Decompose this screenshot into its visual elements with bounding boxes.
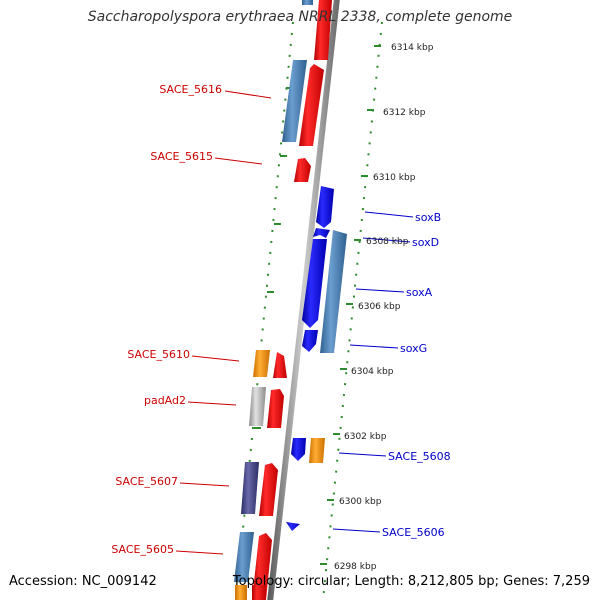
gene-label[interactable]: SACE_5616 (159, 83, 222, 96)
leader-soxG (349, 344, 399, 349)
gene-blue-soxB (316, 186, 334, 228)
left-leader-lines (175, 90, 272, 555)
gene-blue-soxG (302, 330, 318, 352)
gene-label[interactable]: SACE_5610 (127, 348, 190, 361)
gene-steelblue-sox (320, 230, 347, 353)
right-leader-lines (332, 211, 414, 533)
gene-red-5605 (252, 533, 272, 600)
gene-orange-bottom (235, 585, 247, 600)
gene-purple-5607 (241, 462, 259, 514)
gene-gray-padAd2 (249, 387, 266, 426)
gene-steelblue-top (302, 0, 313, 5)
gene-glyphs (234, 0, 347, 600)
leader-SACE_5616 (224, 90, 272, 99)
leader-soxB (364, 211, 414, 218)
kbp-label: 6304 kbp (351, 367, 394, 377)
leader-soxA (355, 288, 405, 293)
gene-red-bottom (252, 585, 266, 600)
leader-SACE_5605 (175, 550, 224, 555)
right-track-dotted (322, 21, 383, 600)
leader-padAd2 (187, 401, 237, 406)
gene-label[interactable]: soxB (415, 211, 441, 224)
gene-red-5607 (259, 463, 278, 516)
gene-blue-soxD (313, 228, 330, 238)
accession-text: Accession: NC_009142 (9, 574, 157, 589)
gene-red-top (314, 0, 332, 60)
gene-label[interactable]: SACE_5607 (115, 475, 178, 488)
kbp-label: 6306 kbp (358, 302, 401, 312)
gene-orange-5608 (309, 438, 325, 463)
gene-steelblue-5616 (282, 60, 307, 142)
gene-label[interactable]: SACE_5608 (388, 450, 451, 463)
kbp-label: 6310 kbp (373, 173, 416, 183)
leader-SACE_5607 (179, 482, 230, 487)
gene-red-5610 (273, 352, 287, 378)
topology-text: Topology: circular; Length: 8,212,805 bp… (232, 574, 590, 589)
kbp-label: 6312 kbp (383, 108, 426, 118)
leader-SACE_5610 (191, 355, 240, 362)
map-title: Saccharopolyspora erythraea NRRL 2338, c… (87, 9, 513, 25)
gene-orange-5610 (253, 350, 270, 377)
right-gene-labels: soxB soxD soxA soxG SACE_5608 SACE_5606 (382, 211, 451, 539)
gene-red-padAd2 (267, 389, 284, 428)
gene-blue-soxA (302, 239, 327, 328)
kbp-label: 6300 kbp (339, 497, 382, 507)
gene-steelblue-5605 (234, 532, 254, 582)
leader-SACE_5606 (332, 528, 381, 533)
kbp-label: 6314 kbp (391, 43, 434, 53)
gene-label[interactable]: soxA (406, 286, 433, 299)
leader-SACE_5608 (338, 452, 387, 457)
gene-label[interactable]: padAd2 (144, 394, 186, 407)
gene-label[interactable]: SACE_5615 (150, 150, 213, 163)
genome-backbone (267, 0, 340, 600)
gene-label[interactable]: soxG (400, 342, 427, 355)
gene-red-5615 (294, 158, 311, 182)
gene-label[interactable]: SACE_5606 (382, 526, 445, 539)
gene-blue-5608 (291, 438, 306, 461)
kbp-label: 6308 kbp (366, 237, 409, 247)
gene-label[interactable]: soxD (412, 236, 439, 249)
leader-soxD (362, 237, 411, 243)
kbp-label: 6302 kbp (344, 432, 387, 442)
gene-blue-5606 (286, 522, 300, 531)
leader-SACE_5615 (214, 157, 263, 165)
kbp-labels: 6314 kbp 6312 kbp 6310 kbp 6308 kbp 6306… (334, 43, 434, 572)
gene-label[interactable]: SACE_5605 (111, 543, 174, 556)
kbp-label: 6298 kbp (334, 562, 377, 572)
gene-red-5616 (299, 64, 324, 146)
left-gene-labels: SACE_5616 SACE_5615 SACE_5610 padAd2 SAC… (111, 83, 222, 556)
